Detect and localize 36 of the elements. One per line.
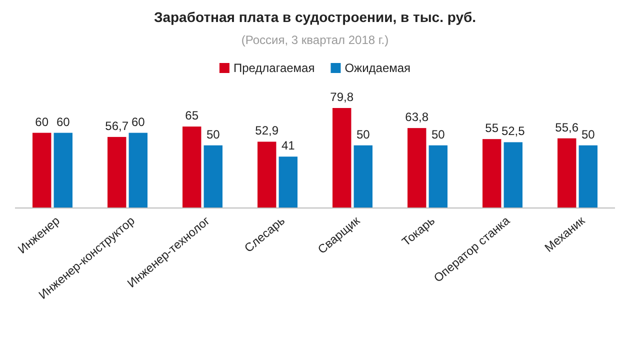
data-label: 60 (56, 114, 70, 129)
data-label: 60 (131, 114, 146, 129)
data-label: 52,5 (501, 124, 526, 138)
legend-label: Ожидаемая (344, 61, 411, 75)
bar (278, 156, 298, 208)
data-label: 55 (485, 121, 499, 136)
bar (578, 145, 598, 208)
chart-subtitle: (Россия, 3 квартал 2018 г.) (241, 33, 389, 47)
bar (332, 108, 352, 208)
data-label: 65 (185, 108, 199, 123)
bar (204, 145, 222, 208)
chart-title: Заработная плата в судостроении, в тыс. руб. (154, 9, 476, 25)
bar (354, 145, 372, 208)
bar (128, 132, 148, 208)
data-label: 52,9 (255, 124, 279, 138)
bar (408, 128, 426, 208)
data-label: 60 (35, 114, 49, 129)
data-label: 41 (281, 138, 296, 153)
bar (182, 126, 202, 208)
bar (482, 139, 502, 208)
bar (108, 136, 126, 208)
bar (258, 142, 276, 208)
legend-label: Предлагаемая (233, 61, 315, 75)
data-label: 50 (431, 127, 446, 142)
bar (428, 145, 448, 208)
data-label: 50 (206, 127, 220, 142)
bar (504, 142, 522, 208)
data-label: 79,8 (330, 90, 354, 104)
data-label: 50 (356, 127, 370, 142)
bar (54, 132, 72, 208)
data-label: 56,7 (105, 118, 129, 133)
data-label: 55,6 (555, 120, 579, 134)
data-label: 63,8 (405, 110, 429, 124)
bar (32, 132, 52, 208)
bar (558, 138, 576, 208)
data-label: 50 (581, 127, 596, 142)
